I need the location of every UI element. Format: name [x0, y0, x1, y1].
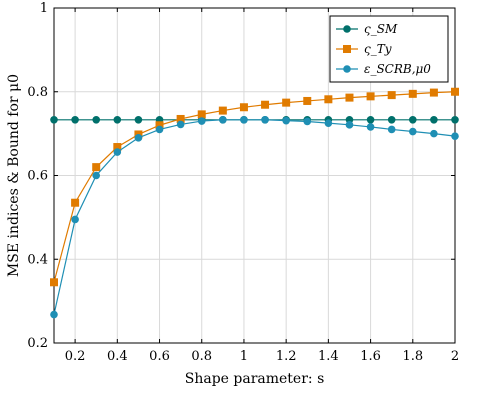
data-point-ty — [176, 114, 185, 123]
legend-marker-sm — [343, 25, 351, 33]
data-point-ty — [429, 88, 438, 97]
data-point-scrb — [451, 132, 459, 140]
data-point-scrb — [408, 127, 417, 136]
data-point-sm — [408, 116, 417, 124]
series-ty — [50, 87, 459, 287]
x-tick-label: 1.2 — [276, 349, 297, 364]
series — [50, 87, 459, 319]
data-point-sm — [71, 116, 79, 124]
data-point-scrb — [282, 116, 290, 125]
data-point-scrb — [387, 125, 396, 134]
data-point-scrb — [113, 148, 122, 156]
x-tick-label: 2 — [451, 349, 459, 364]
data-point-sm — [134, 116, 143, 124]
data-point-scrb — [155, 125, 164, 134]
data-point-scrb — [345, 121, 354, 129]
data-point-ty — [261, 100, 270, 109]
data-point-sm — [451, 116, 459, 124]
x-tick-label: 0.4 — [107, 349, 128, 364]
legend: ς_SM ς_Ty ε_SCRB,μ0 — [329, 15, 449, 83]
data-point-sm — [92, 116, 101, 124]
data-point-ty — [239, 103, 248, 112]
legend-marker-ty — [343, 45, 351, 53]
data-point-scrb — [261, 116, 269, 124]
data-point-sm — [387, 116, 396, 124]
legend-label-scrb: ε_SCRB,μ0 — [364, 62, 431, 76]
data-point-ty — [451, 87, 459, 96]
x-tick-label: 1.4 — [318, 349, 339, 364]
data-point-sm — [430, 116, 438, 124]
data-point-ty — [303, 96, 312, 105]
data-point-scrb — [71, 215, 79, 224]
data-point-ty — [366, 92, 375, 101]
x-tick-label: 1.8 — [402, 349, 423, 364]
x-tick-label: 0.8 — [191, 349, 212, 364]
y-tick-label: 0.2 — [27, 336, 48, 351]
data-point-ty — [71, 198, 80, 207]
data-point-scrb — [303, 117, 312, 126]
y-axis-label: MSE indices & Bound for μ0 — [6, 74, 22, 277]
data-point-ty — [408, 89, 417, 98]
data-point-scrb — [92, 171, 101, 180]
data-point-ty — [92, 163, 101, 172]
data-point-ty — [113, 143, 122, 152]
data-point-ty — [345, 93, 354, 102]
data-point-ty — [197, 110, 206, 119]
legend-label-ty: ς_Ty — [364, 42, 392, 56]
legend-label-sm: ς_SM — [364, 22, 398, 36]
y-tick-label: 0.6 — [27, 169, 48, 184]
data-point-scrb — [50, 310, 58, 319]
data-point-ty — [155, 121, 164, 130]
data-point-scrb — [134, 134, 143, 142]
data-point-ty — [324, 95, 333, 104]
data-point-ty — [50, 278, 58, 287]
x-tick-label: 0.2 — [65, 349, 86, 364]
data-point-scrb — [430, 129, 438, 138]
ticks: 0.2 0.4 0.6 0.8 1 1.2 1.4 1.6 1.8 2 0.2 0.4 0.6 0.8 1 — [27, 1, 459, 364]
data-point-scrb — [219, 116, 227, 124]
data-point-ty — [218, 106, 227, 115]
y-tick-label: 0.8 — [27, 85, 48, 100]
data-point-scrb — [366, 123, 375, 131]
x-axis-label: Shape parameter: s — [185, 371, 325, 387]
data-point-ty — [387, 91, 396, 100]
y-tick-label: 1 — [40, 1, 48, 16]
x-tick-label: 1.6 — [360, 349, 381, 364]
series-scrb — [50, 116, 459, 319]
data-point-scrb — [197, 117, 206, 125]
data-point-ty — [282, 98, 291, 107]
x-tick-label: 1 — [240, 349, 248, 364]
data-point-sm — [113, 116, 122, 124]
data-point-scrb — [240, 116, 248, 124]
data-point-scrb — [176, 120, 185, 129]
data-point-sm — [366, 116, 375, 124]
y-tick-label: 0.4 — [27, 252, 48, 267]
data-point-scrb — [324, 119, 333, 127]
x-tick-label: 0.6 — [149, 349, 170, 364]
data-point-sm — [50, 116, 58, 124]
legend-marker-scrb — [343, 65, 351, 73]
